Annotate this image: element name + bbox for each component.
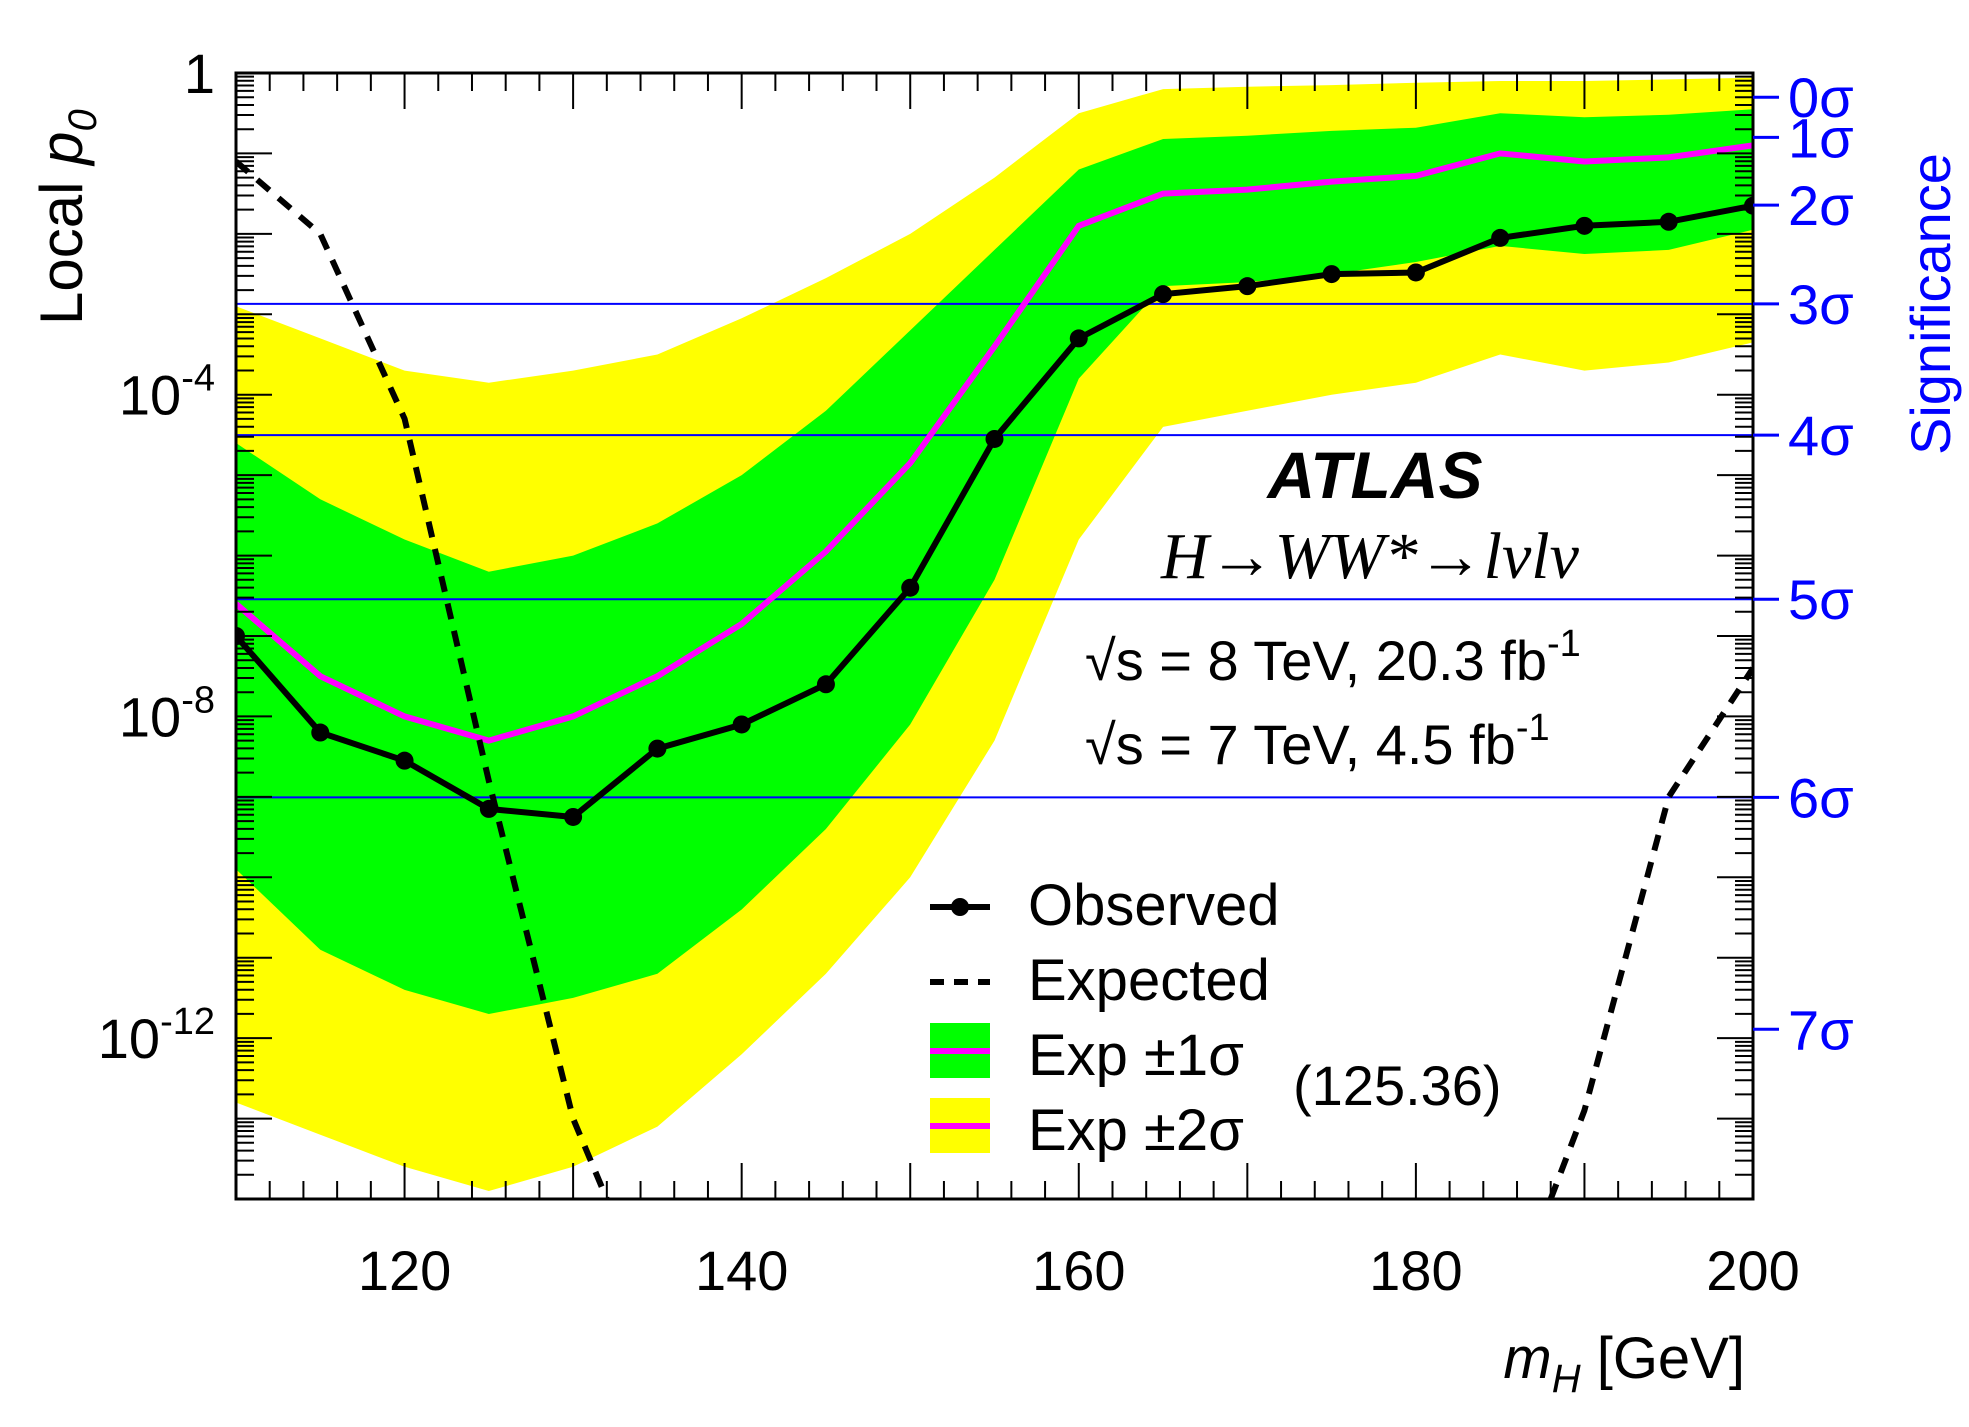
- y-tick-exponent: -12: [160, 1001, 215, 1043]
- x-axis-var: m: [1503, 1326, 1551, 1391]
- sigma-label-3: 3σ: [1788, 273, 1854, 336]
- sigma-label-7: 7σ: [1788, 998, 1854, 1061]
- mass-annotation: (125.36): [1293, 1054, 1502, 1117]
- lumi-exponent: -1: [1547, 623, 1581, 665]
- legend: Observed Expected Exp ±1σ Exp ±2σ (125.36): [930, 873, 1502, 1163]
- sigma-label-5: 5σ: [1788, 568, 1854, 631]
- lumi-exponent: -1: [1516, 707, 1550, 749]
- y-tick-base: 1: [184, 42, 215, 105]
- y-tick-exponent: -4: [181, 358, 215, 400]
- process-label: H→WW*→lνlν: [1160, 520, 1580, 593]
- y-axis-text: Local: [28, 165, 95, 325]
- lumi-text: √s = 8 TeV, 20.3 fb: [1085, 629, 1547, 692]
- expected-curve-right: [1547, 666, 1753, 1199]
- observed-point-130: [564, 807, 583, 826]
- ticks: [235, 72, 1779, 1200]
- sigma-label-4: 4σ: [1788, 404, 1854, 467]
- y-tick-base: 10: [119, 364, 181, 427]
- y-tick-exponent: -8: [181, 679, 215, 721]
- curves: [236, 142, 1753, 1199]
- sigma-label-1: 1σ: [1788, 106, 1854, 169]
- x-tick-label: 140: [695, 1239, 788, 1302]
- x-tick-label: 160: [1032, 1239, 1125, 1302]
- sigma-label-text: 4σ: [1788, 404, 1854, 467]
- y-axis-title: Local p0: [28, 109, 105, 325]
- x-axis-unit: [GeV]: [1581, 1326, 1745, 1391]
- legend-label-2: Exp ±1σ: [1028, 1023, 1244, 1088]
- observed-point-195: [1659, 212, 1678, 231]
- legend-label-3: Exp ±2σ: [1028, 1098, 1244, 1163]
- sigma-label-0: 0σ: [1788, 66, 1854, 129]
- observed-point-140: [732, 715, 751, 734]
- sigma-label-6: 6σ: [1788, 766, 1854, 829]
- band-1sigma: [236, 109, 1753, 1014]
- observed-point-175: [1322, 265, 1341, 284]
- y-axis-sub: 0: [61, 109, 105, 131]
- sigma-label-text: 5σ: [1788, 568, 1854, 631]
- sigma-label-text: 1σ: [1788, 106, 1854, 169]
- x-axis-sub: H: [1552, 1357, 1581, 1401]
- x-tick-label: 200: [1706, 1239, 1799, 1302]
- observed-point-160: [1069, 329, 1088, 348]
- bands: [236, 77, 1753, 1191]
- observed-point-135: [648, 739, 667, 758]
- legend-label-0: Observed: [1028, 873, 1279, 938]
- expected-median-line: [236, 142, 1753, 744]
- observed-point-185: [1491, 228, 1510, 247]
- y2-axis-title: Significance: [1899, 153, 1962, 455]
- observed-point-180: [1406, 263, 1425, 282]
- sigma-label-2: 2σ: [1788, 174, 1854, 237]
- sigma-label-text: 3σ: [1788, 273, 1854, 336]
- sigma-label-text: 7σ: [1788, 998, 1854, 1061]
- labels: 120 140 160 180 200110-410-810-120σ1σ2σ3σ4σ5…: [28, 42, 1962, 1401]
- sigma-label-text: 6σ: [1788, 766, 1854, 829]
- y-tick-label: 10-4: [119, 358, 215, 427]
- sigma-label-text: 0σ: [1788, 66, 1854, 129]
- experiment-label: ATLAS: [1265, 438, 1482, 512]
- observed-point-145: [816, 675, 835, 694]
- observed-point-170: [1238, 277, 1257, 296]
- x-tick-label: 180: [1369, 1239, 1462, 1302]
- y-tick-label: 10-12: [98, 1001, 215, 1070]
- y-tick-base: 10: [119, 685, 181, 748]
- observed-point-115: [311, 723, 330, 742]
- x-axis-title: mH [GeV]: [1503, 1326, 1745, 1401]
- observed-point-150: [901, 578, 920, 597]
- observed-point-155: [985, 429, 1004, 448]
- lumi-text: √s = 7 TeV, 4.5 fb: [1085, 713, 1516, 776]
- lumi-label-1: √s = 7 TeV, 4.5 fb-1: [1085, 707, 1550, 776]
- x-tick-label: 120: [358, 1239, 451, 1302]
- observed-point-120: [395, 751, 414, 770]
- observed-point-190: [1575, 216, 1594, 235]
- legend-observed-marker: [951, 898, 969, 916]
- y-tick-label: 1: [184, 42, 215, 105]
- sigma-label-text: 2σ: [1788, 174, 1854, 237]
- lumi-label-0: √s = 8 TeV, 20.3 fb-1: [1085, 623, 1581, 692]
- observed-point-165: [1154, 285, 1173, 304]
- observed-point-125: [479, 799, 498, 818]
- y-tick-label: 10-8: [119, 679, 215, 748]
- y-tick-base: 10: [98, 1007, 160, 1070]
- expected-curve-left: [236, 159, 610, 1199]
- legend-label-1: Expected: [1028, 948, 1270, 1013]
- y-axis-var: p: [28, 132, 95, 167]
